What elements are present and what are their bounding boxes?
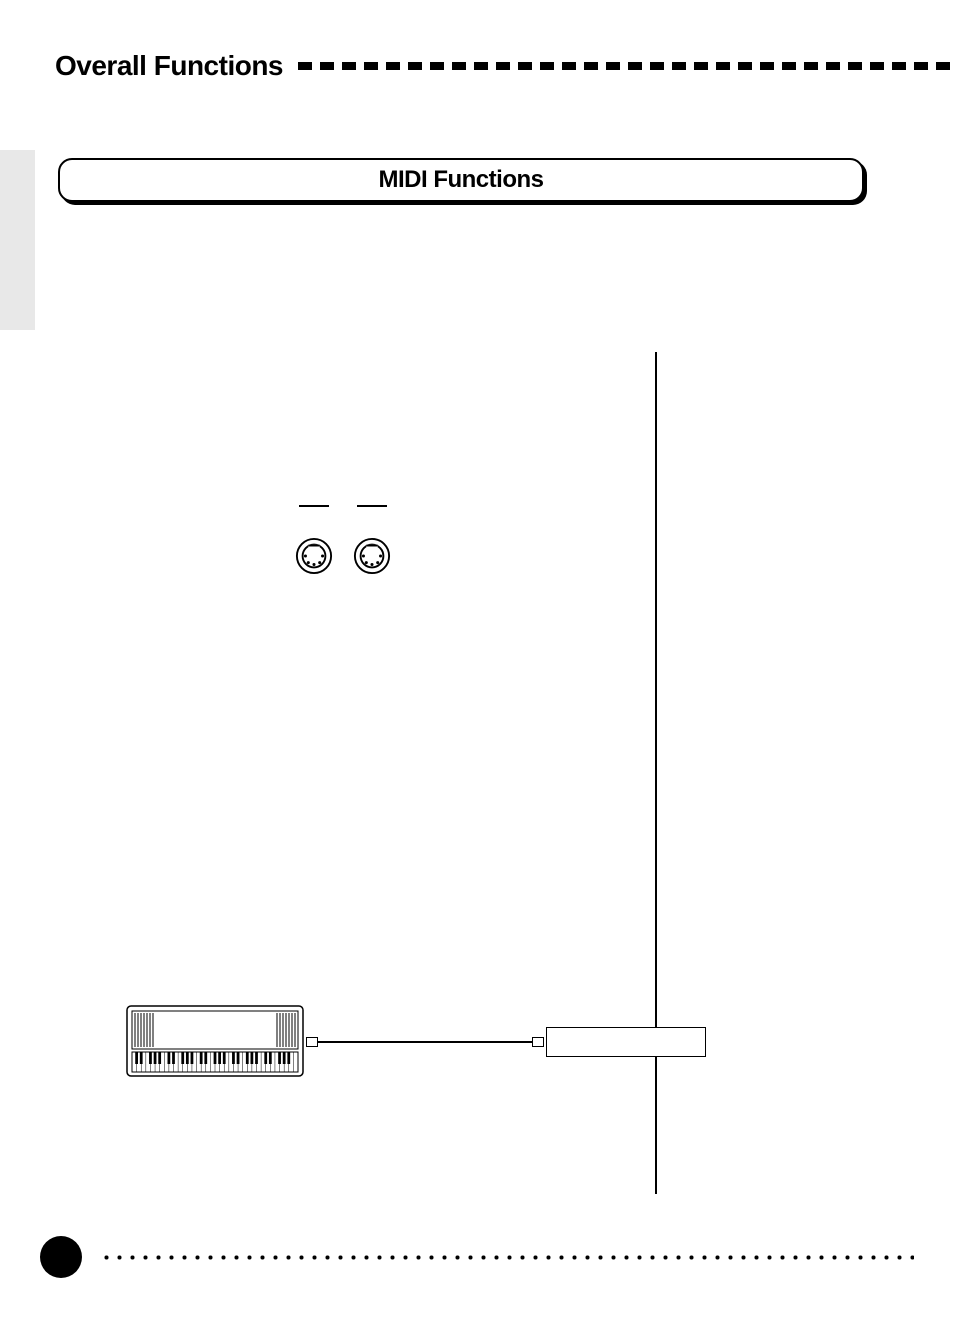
midi-port [353, 505, 391, 575]
midi-connector-icon [295, 537, 333, 575]
section-box: MIDI Functions [58, 158, 864, 202]
cable-plug-right [532, 1037, 544, 1047]
page-footer [40, 1236, 914, 1278]
page-number-circle [40, 1236, 82, 1278]
keyboard-icon [126, 1005, 304, 1077]
left-margin-tab [0, 150, 35, 330]
external-device-box [546, 1027, 706, 1057]
midi-ports-diagram [295, 505, 391, 575]
midi-connector-icon [353, 537, 391, 575]
column-divider [655, 352, 657, 1194]
section-heading-box: MIDI Functions [58, 158, 864, 202]
connection-diagram [126, 1005, 586, 1077]
page-header: Overall Functions [55, 50, 954, 82]
footer-dot-rule [100, 1255, 914, 1260]
header-title: Overall Functions [55, 50, 283, 82]
header-dash-rule [298, 62, 954, 70]
midi-cable [306, 1041, 544, 1043]
midi-port [295, 505, 333, 575]
midi-port-label-line [299, 505, 329, 507]
midi-port-label-line [357, 505, 387, 507]
cable-plug-left [306, 1037, 318, 1047]
section-title: MIDI Functions [379, 166, 544, 194]
